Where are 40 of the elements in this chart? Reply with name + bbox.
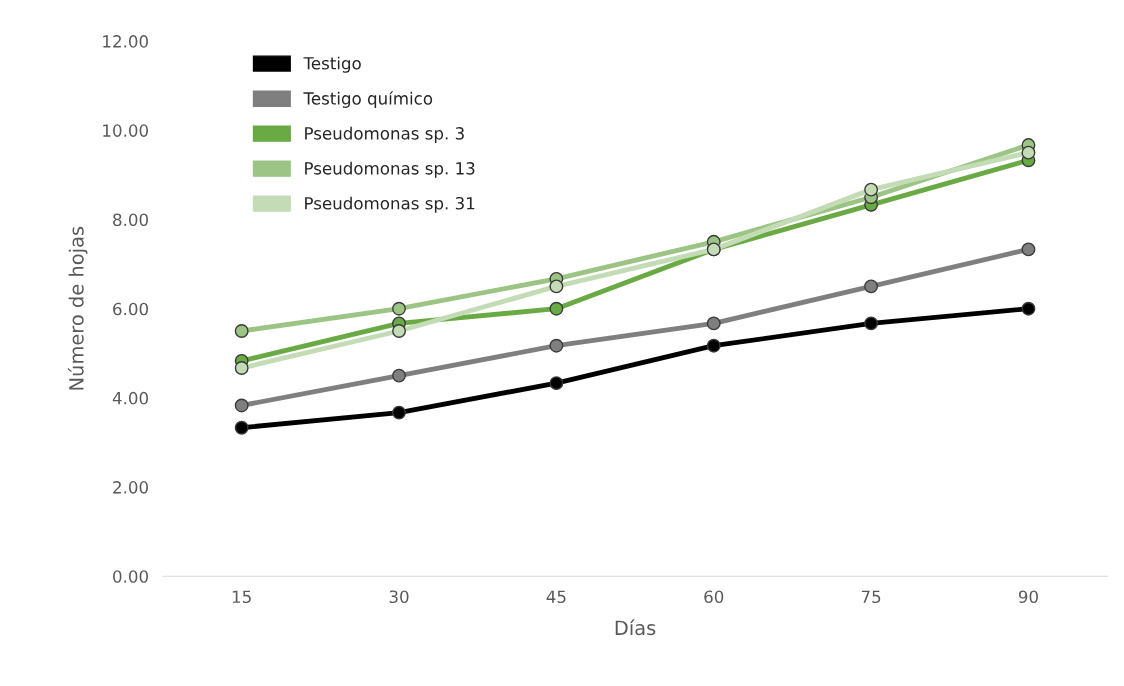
point: [864, 182, 879, 197]
point: [392, 405, 406, 420]
point: [706, 316, 721, 331]
y-tick-label: 0.00: [113, 570, 148, 583]
point: [549, 301, 564, 316]
point: [549, 376, 564, 391]
legend-label: Testigo: [303, 56, 361, 73]
y-tick-label: 4.00: [112, 391, 148, 405]
point: [549, 338, 564, 353]
point: [392, 368, 406, 383]
point: [1021, 301, 1036, 316]
point: [234, 324, 249, 338]
y-tick-label: 6.00: [113, 302, 148, 316]
point: [864, 316, 879, 331]
point: [234, 398, 249, 413]
point: [1021, 242, 1036, 257]
x-tick-label: 60: [704, 590, 724, 604]
point: [864, 279, 879, 294]
point: [549, 279, 564, 294]
x-tick-label: 45: [546, 590, 566, 604]
legend-label: Pseudomonas sp. 3: [305, 126, 464, 143]
x-axis-title: Días: [615, 619, 656, 636]
x-tick-label: 90: [1018, 590, 1038, 604]
point: [392, 301, 406, 316]
y-tick-label: 8.00: [113, 213, 148, 227]
y-tick-label: 2.00: [113, 481, 148, 494]
y-tick-label: 10.00: [103, 124, 148, 137]
x-tick-label: 75: [861, 590, 881, 604]
legend-label: Pseudomonas sp. 31: [305, 196, 475, 213]
legend-label: Testigo químico: [303, 91, 433, 108]
point: [706, 338, 721, 353]
legend-label: Pseudomonas sp. 13: [305, 161, 475, 178]
point: [1021, 145, 1036, 160]
point: [234, 420, 249, 435]
point: [234, 361, 249, 375]
y-axis-title: Número de hojas: [67, 226, 88, 390]
point: [392, 324, 406, 338]
y-tick-label: 12.00: [103, 35, 148, 48]
x-tick-label: 15: [232, 590, 251, 604]
x-tick-label: 30: [389, 590, 409, 604]
